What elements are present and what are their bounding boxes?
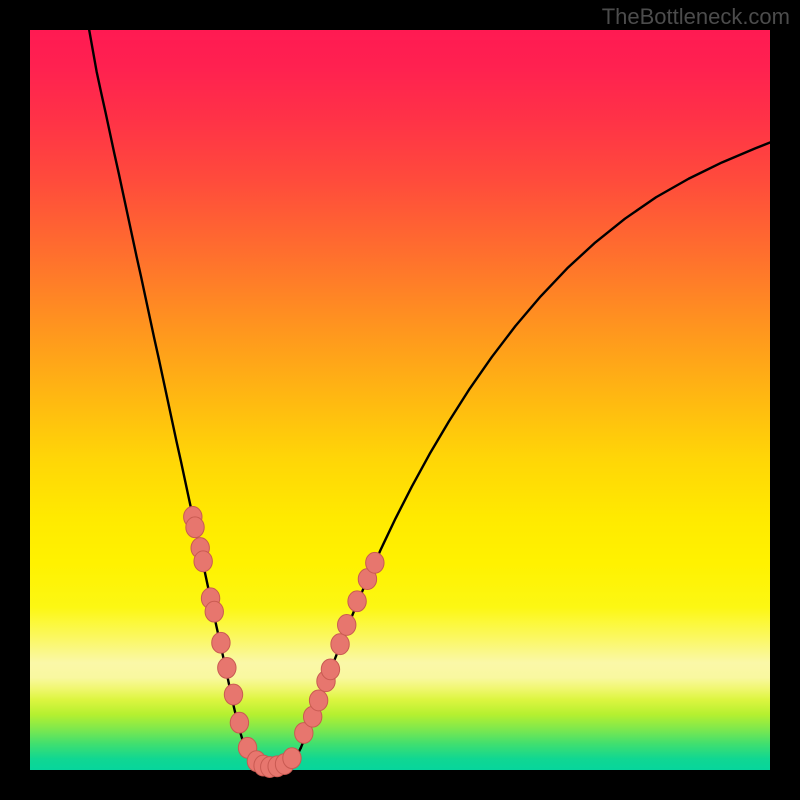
marker-right-6 (338, 615, 356, 636)
marker-left-3 (194, 551, 212, 572)
marker-right-2 (309, 690, 327, 711)
marker-left-9 (230, 712, 248, 733)
chart-container: { "watermark": { "text": "TheBottleneck.… (0, 0, 800, 800)
marker-left-6 (212, 632, 230, 653)
marker-bottom-6 (283, 748, 301, 769)
marker-left-1 (186, 517, 204, 538)
marker-left-5 (205, 601, 223, 622)
watermark-text: TheBottleneck.com (602, 4, 790, 30)
marker-right-7 (348, 591, 366, 612)
marker-right-5 (331, 634, 349, 655)
marker-right-9 (366, 552, 384, 573)
plot-background (30, 30, 770, 770)
marker-right-4 (321, 659, 339, 680)
bottleneck-chart (0, 0, 800, 800)
marker-left-7 (218, 657, 236, 678)
marker-left-8 (224, 684, 242, 705)
